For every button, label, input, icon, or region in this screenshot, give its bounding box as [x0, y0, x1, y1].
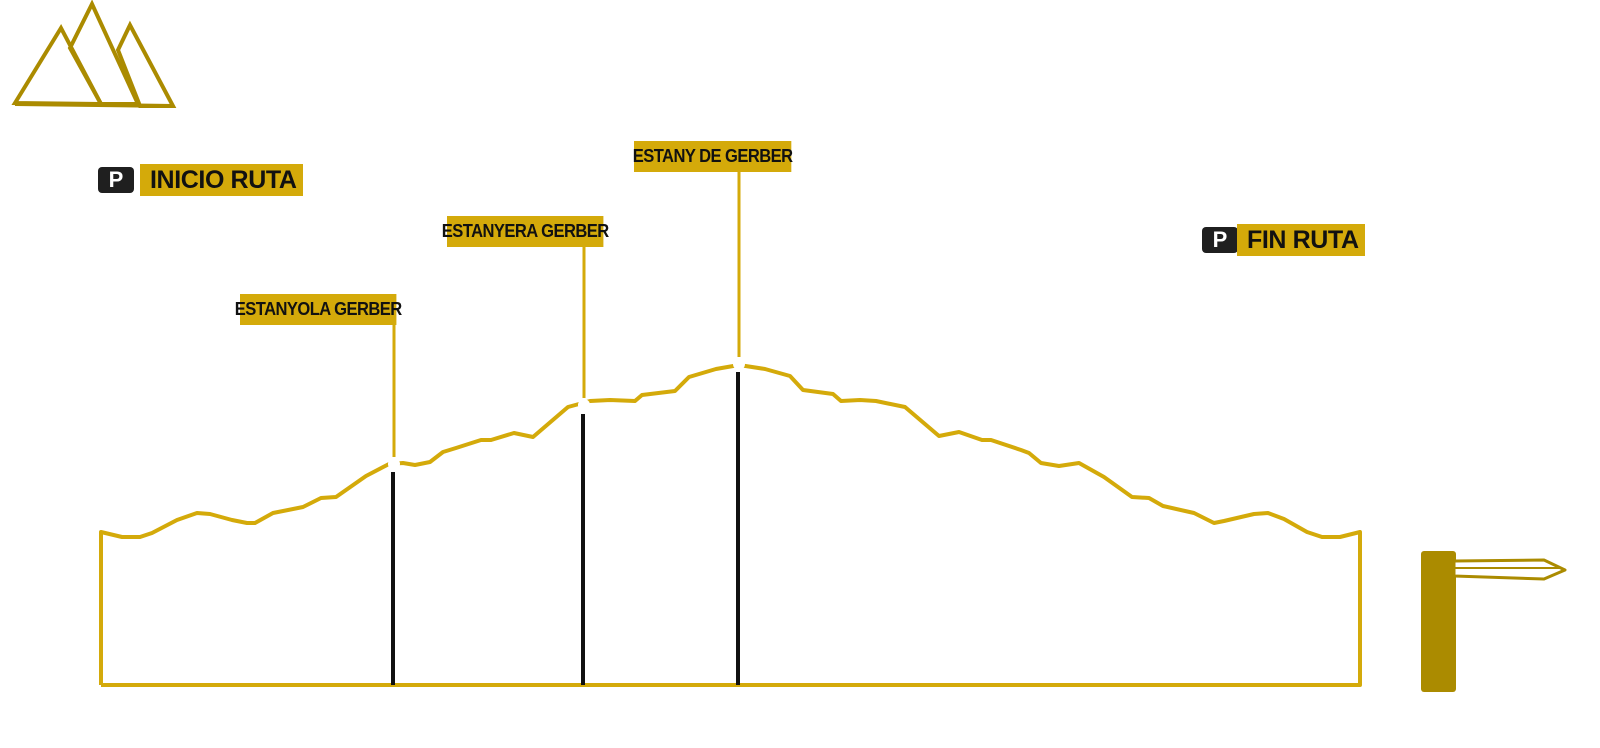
- parking-icon: P: [98, 167, 134, 193]
- waypoint-name: ESTANYOLA GERBER: [234, 299, 402, 319]
- waypoint-name: ESTANYERA GERBER: [441, 221, 609, 241]
- parking-icon: P: [1202, 227, 1238, 253]
- signpost-icon: [1421, 551, 1567, 692]
- waypoint-marker-estanyola-gerber: [388, 458, 400, 470]
- waypoint-marker-estanyera-gerber: [578, 399, 590, 411]
- waypoint-marker-estany-de-gerber: [733, 358, 745, 370]
- waypoint-label-estanyola: ESTANYOLA GERBER: [235, 294, 402, 325]
- start-route-label: INICIO RUTA: [140, 164, 303, 196]
- end-route-label: FIN RUTA: [1237, 224, 1365, 256]
- waypoint-label-estany: ESTANY DE GERBER: [632, 141, 793, 172]
- waypoint-label-estanyera: ESTANYERA GERBER: [442, 216, 609, 247]
- waypoint-name: ESTANY DE GERBER: [632, 146, 793, 166]
- mountains-logo-icon: [11, 0, 177, 108]
- profile-line: [99, 363, 1362, 687]
